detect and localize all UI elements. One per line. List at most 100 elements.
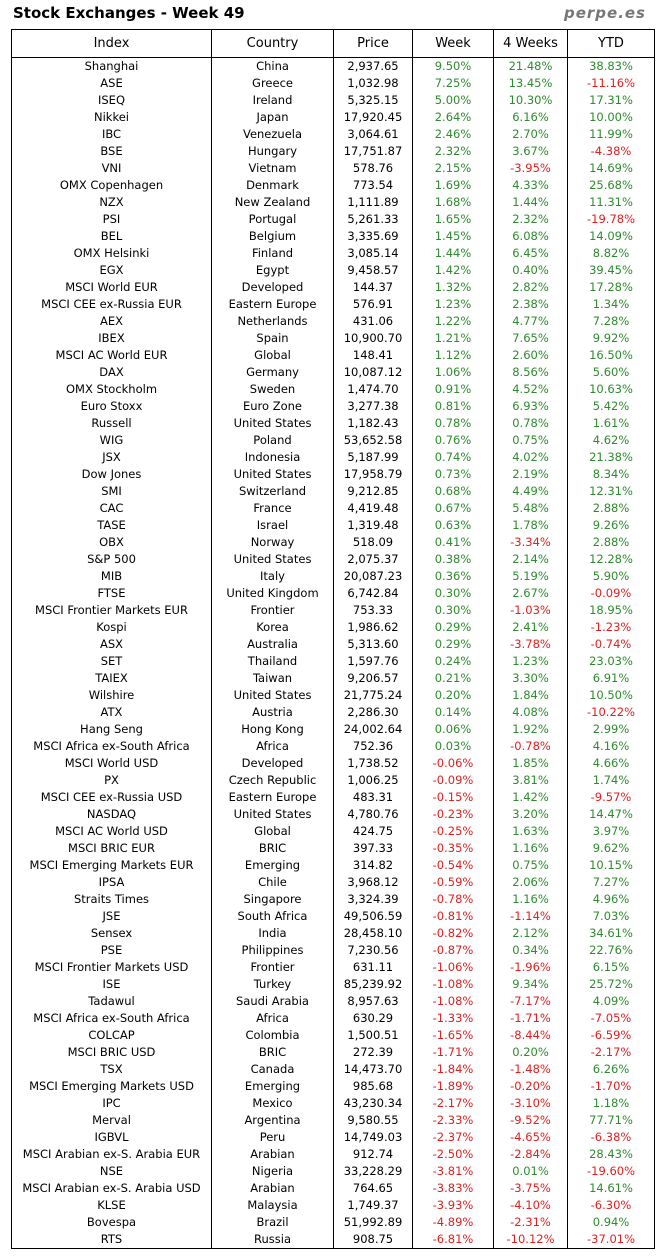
cell: Saudi Arabia	[211, 993, 334, 1010]
cell: 33,228.29	[333, 1163, 413, 1180]
table-row: KLSE Malaysia 1,749.37 -3.93% -4.10% -6.30%	[11, 1197, 655, 1214]
cell: 1.85%	[493, 755, 568, 772]
cell: 4.08%	[493, 704, 568, 721]
cell: 8.82%	[567, 245, 655, 262]
cell: BSE	[11, 143, 212, 160]
cell: 4,780.76	[333, 806, 413, 823]
cell: United States	[211, 806, 334, 823]
cell: Frontier	[211, 602, 334, 619]
cell: -19.78%	[567, 211, 655, 228]
cell: Venezuela	[211, 126, 334, 143]
cell: 2.41%	[493, 619, 568, 636]
cell: -2.31%	[493, 1214, 568, 1231]
cell: United States	[211, 687, 334, 704]
cell: PSI	[11, 211, 212, 228]
table-row: NZX New Zealand 1,111.89 1.68% 1.44% 11.31%	[11, 194, 655, 211]
cell: -1.14%	[493, 908, 568, 925]
cell: 2.06%	[493, 874, 568, 891]
cell: 7.28%	[567, 313, 655, 330]
cell: -6.38%	[567, 1129, 655, 1146]
table-row: MSCI Arabian ex-S. Arabia USD Arabian 764.…	[11, 1180, 655, 1197]
column-header: Index	[11, 29, 212, 58]
cell: 3,335.69	[333, 228, 413, 245]
cell: 0.20%	[493, 1044, 568, 1061]
cell: 1.69%	[412, 177, 494, 194]
table-row: EGX Egypt 9,458.57 1.42% 0.40% 39.45%	[11, 262, 655, 279]
cell: -2.50%	[412, 1146, 494, 1163]
cell: MSCI AC World EUR	[11, 347, 212, 364]
table-row: COLCAP Colombia 1,500.51 -1.65% -8.44% -6.59%	[11, 1027, 655, 1044]
cell: 2.32%	[412, 143, 494, 160]
cell: 9.34%	[493, 976, 568, 993]
cell: -1.48%	[493, 1061, 568, 1078]
cell: WIG	[11, 432, 212, 449]
cell: 1.18%	[567, 1095, 655, 1112]
cell: 764.65	[333, 1180, 413, 1197]
cell: 17,958.79	[333, 466, 413, 483]
table-row: RTS Russia 908.75 -6.81% -10.12% -37.01%	[11, 1231, 655, 1249]
table-row: MSCI World EUR Developed 144.37 1.32% 2.82% 1…	[11, 279, 655, 296]
cell: Frontier	[211, 959, 334, 976]
cell: Emerging	[211, 857, 334, 874]
cell: 773.54	[333, 177, 413, 194]
cell: IBEX	[11, 330, 212, 347]
table-row: ASX Australia 5,313.60 0.29% -3.78% -0.74%	[11, 636, 655, 653]
cell: AEX	[11, 313, 212, 330]
cell: -3.10%	[493, 1095, 568, 1112]
table-row: MSCI CEE ex-Russia EUR Eastern Europe 576.…	[11, 296, 655, 313]
cell: 8.34%	[567, 466, 655, 483]
cell: OMX Stockholm	[11, 381, 212, 398]
cell: 10.30%	[493, 92, 568, 109]
cell: 2.19%	[493, 466, 568, 483]
cell: 38.83%	[567, 57, 655, 75]
cell: -1.71%	[412, 1044, 494, 1061]
cell: 1.74%	[567, 772, 655, 789]
cell: 431.06	[333, 313, 413, 330]
cell: -0.59%	[412, 874, 494, 891]
cell: 3.20%	[493, 806, 568, 823]
cell: MSCI Emerging Markets USD	[11, 1078, 212, 1095]
cell: NSE	[11, 1163, 212, 1180]
cell: 85,239.92	[333, 976, 413, 993]
cell: 3,085.14	[333, 245, 413, 262]
cell: -3.75%	[493, 1180, 568, 1197]
cell: 1.22%	[412, 313, 494, 330]
cell: 6.91%	[567, 670, 655, 687]
cell: 0.24%	[412, 653, 494, 670]
cell: Argentina	[211, 1112, 334, 1129]
cell: 1,182.43	[333, 415, 413, 432]
cell: 1.84%	[493, 687, 568, 704]
cell: -2.17%	[412, 1095, 494, 1112]
table-row: MSCI World USD Developed 1,738.52 -0.06% 1.8…	[11, 755, 655, 772]
cell: 1.78%	[493, 517, 568, 534]
cell: 0.68%	[412, 483, 494, 500]
cell: 3,277.38	[333, 398, 413, 415]
header-row: Index Country Price Week 4 Weeks YTD	[11, 29, 655, 58]
cell: PSE	[11, 942, 212, 959]
cell: 1.63%	[493, 823, 568, 840]
table-row: Merval Argentina 9,580.55 -2.33% -9.52% 77.71…	[11, 1112, 655, 1129]
cell: Developed	[211, 279, 334, 296]
cell: 2.38%	[493, 296, 568, 313]
cell: -0.35%	[412, 840, 494, 857]
table-row: JSE South Africa 49,506.59 -0.81% -1.14% 7.03…	[11, 908, 655, 925]
cell: 0.78%	[412, 415, 494, 432]
cell: CAC	[11, 500, 212, 517]
cell: 51,992.89	[333, 1214, 413, 1231]
cell: Norway	[211, 534, 334, 551]
cell: 0.06%	[412, 721, 494, 738]
cell: Bovespa	[11, 1214, 212, 1231]
cell: 4.16%	[567, 738, 655, 755]
cell: -3.93%	[412, 1197, 494, 1214]
cell: 1,111.89	[333, 194, 413, 211]
table-row: TASE Israel 1,319.48 0.63% 1.78% 9.26%	[11, 517, 655, 534]
table-row: BEL Belgium 3,335.69 1.45% 6.08% 14.09%	[11, 228, 655, 245]
cell: 3.81%	[493, 772, 568, 789]
table-row: Straits Times Singapore 3,324.39 -0.78% 1.16…	[11, 891, 655, 908]
cell: 5.48%	[493, 500, 568, 517]
cell: 4.96%	[567, 891, 655, 908]
cell: Japan	[211, 109, 334, 126]
table-row: MSCI Africa ex-South Africa Africa 630.29-…	[11, 1010, 655, 1027]
cell: SET	[11, 653, 212, 670]
